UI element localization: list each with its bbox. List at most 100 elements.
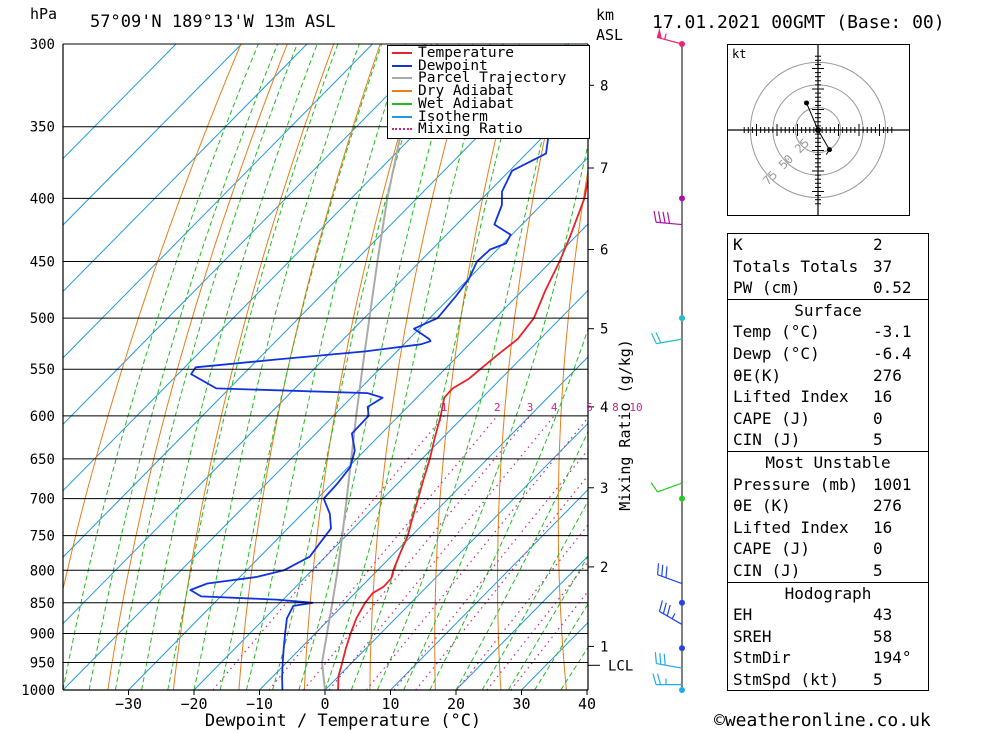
- skewt-chart: 1234681015202530035040045050055060065070…: [21, 37, 642, 731]
- pressure-tick-label: 950: [30, 655, 55, 671]
- dry-adiabat-line: [369, 44, 474, 690]
- km-tick-label: 1: [600, 639, 608, 655]
- unstable-index-label: CIN (J): [733, 560, 801, 580]
- wet-adiabat-line: [507, 555, 588, 690]
- surface-index-value: 16: [873, 387, 893, 407]
- wind-barb: [650, 332, 683, 345]
- unstable-index-label: θE (K): [733, 496, 791, 516]
- surface-index-value: 5: [873, 430, 883, 450]
- pressure-tick-label: 700: [30, 492, 55, 508]
- legend-entry: Temperature: [392, 45, 515, 61]
- surface-index-row: CIN (J) 5: [728, 429, 928, 451]
- hodograph-trace: [806, 102, 831, 155]
- pressure-tick-label: 550: [30, 362, 55, 378]
- pressure-tick-label: 750: [30, 529, 55, 545]
- basic-index-value: 37: [873, 256, 893, 276]
- legend-entry: Dewpoint: [392, 57, 488, 74]
- unstable-index-value: 276: [873, 496, 902, 516]
- isotherm-line: [63, 44, 177, 160]
- surface-index-label: Temp (°C): [733, 322, 820, 342]
- basic-index-value: 0.52: [873, 278, 912, 298]
- surface-index-row: Dewp (°C) -6.4: [728, 343, 928, 365]
- mixing-ratio-label: 2: [494, 401, 501, 414]
- temp-tick-label: 10: [381, 695, 399, 713]
- isotherm-line: [63, 44, 504, 492]
- mixing-ratio-label: 3: [527, 401, 534, 414]
- legend-label: Dewpoint: [418, 57, 488, 74]
- basic-index-row: Totals Totals 37: [728, 256, 928, 278]
- temp-tick-label: 0: [320, 695, 329, 713]
- hodograph-point: [804, 100, 810, 106]
- pressure-unit-label: hPa: [30, 5, 58, 23]
- surface-index-value: -6.4: [873, 343, 912, 363]
- height-unit-label: km: [596, 6, 615, 24]
- isotherm-line: [324, 422, 588, 690]
- temp-tick-label: 40: [578, 695, 596, 713]
- legend-label: Isotherm: [418, 108, 488, 125]
- pressure-tick-label: 850: [30, 596, 55, 612]
- hodograph-index-row: StmSpd (kt) 5: [728, 669, 928, 691]
- legend-entry: Wet Adiabat: [392, 97, 514, 111]
- km-tick-label: 5: [600, 322, 608, 338]
- temp-tick-label: −30: [115, 695, 142, 713]
- mixing-ratio-label: 1: [441, 401, 448, 414]
- pressure-tick-label: 400: [30, 191, 55, 207]
- unstable-index-label: CAPE (J): [733, 539, 811, 559]
- km-tick-label: 4: [600, 400, 608, 416]
- pressure-tick-label: 900: [30, 626, 55, 642]
- wind-level-dot: [679, 645, 685, 652]
- legend-entry: Mixing Ratio: [392, 122, 523, 136]
- unstable-index-row: θE (K) 276: [728, 495, 928, 517]
- mixing-ratio-line: [268, 415, 498, 690]
- pressure-tick-label: 450: [30, 255, 55, 271]
- wet-adiabat-line: [141, 44, 318, 690]
- basic-index-row: PW (cm) 0.52: [728, 277, 928, 299]
- hodograph-index-value: 194°: [873, 648, 912, 668]
- wet-adiabat-line: [403, 142, 588, 690]
- surface-section-title: Surface: [728, 298, 928, 322]
- hodograph-index-label: SREH: [733, 626, 772, 646]
- lcl-label: LCL: [608, 658, 633, 674]
- wet-adiabat-line: [429, 327, 588, 690]
- km-tick-label: 3: [600, 481, 608, 497]
- wind-barb: [653, 210, 683, 226]
- mixing-ratio-line: [393, 448, 588, 690]
- hodograph-index-label: StmSpd (kt): [733, 669, 839, 689]
- unstable-index-value: 16: [873, 517, 893, 537]
- pressure-tick-label: 350: [30, 120, 55, 136]
- mixing-ratio-label: 10: [629, 401, 642, 414]
- x-axis-label: Dewpoint / Temperature (°C): [205, 711, 481, 731]
- unstable-index-row: Pressure (mb) 1001: [728, 474, 928, 496]
- legend-entry: Parcel Trajectory: [392, 71, 566, 86]
- isotherm-line: [390, 488, 588, 690]
- hodograph-index-value: 43: [873, 605, 893, 625]
- wet-adiabat-line: [376, 44, 566, 690]
- pressure-tick-label: 300: [30, 37, 55, 53]
- legend-swatch: [392, 128, 412, 131]
- mixing-ratio-line: [328, 415, 555, 690]
- legend-swatch: [392, 90, 412, 93]
- unstable-index-row: CAPE (J) 0: [728, 538, 928, 560]
- isotherm-line: [193, 289, 588, 690]
- legend-label: Temperature: [418, 45, 515, 61]
- isotherm-line: [63, 90, 588, 625]
- basic-index-value: 2: [873, 235, 883, 254]
- km-tick-label: 7: [600, 161, 608, 177]
- copyright: ©weatheronline.co.uk: [714, 710, 931, 731]
- hodograph-index-row: SREH 58: [728, 626, 928, 648]
- basic-index-label: K: [733, 235, 743, 254]
- hodograph-index-row: StmDir 194°: [728, 647, 928, 669]
- wind-level-dot: [679, 315, 685, 322]
- temp-tick-label: 30: [512, 695, 530, 713]
- unstable-index-label: Pressure (mb): [733, 474, 859, 494]
- mixing-ratio-label: 6: [586, 401, 593, 414]
- wind-barb: [650, 482, 683, 493]
- hodograph-index-value: 5: [873, 669, 883, 689]
- wind-barb: [656, 563, 683, 585]
- legend-swatch: [392, 115, 412, 118]
- surface-index-label: CAPE (J): [733, 408, 811, 428]
- mixing-ratio-label: 8: [612, 401, 619, 414]
- wind-profile: [650, 27, 685, 693]
